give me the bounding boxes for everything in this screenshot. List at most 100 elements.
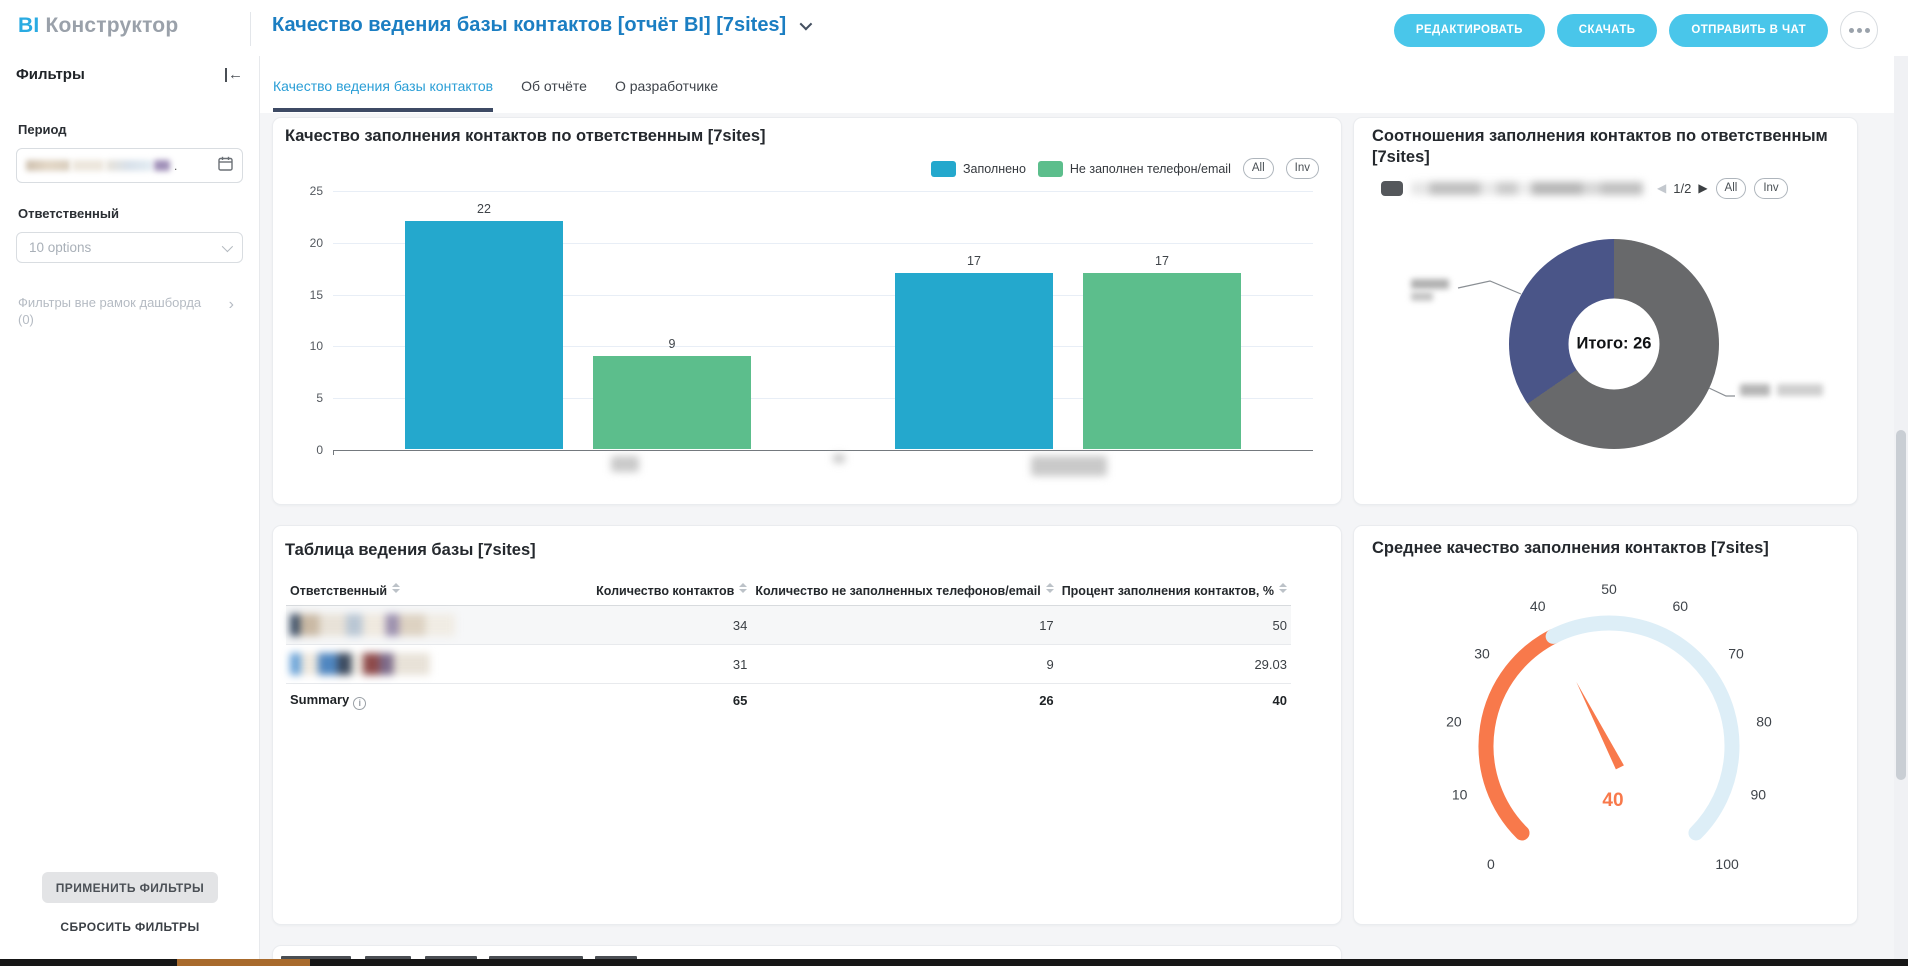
- bar-filled-group2[interactable]: 17: [895, 254, 1053, 449]
- y-tick-label: 5: [316, 391, 323, 406]
- chevron-down-icon: [799, 17, 813, 31]
- outer-filters-link[interactable]: Фильтры вне рамок дашборда (0) ›: [18, 294, 242, 328]
- svg-text:10: 10: [1452, 787, 1468, 803]
- edit-button[interactable]: РЕДАКТИРОВАТЬ: [1393, 13, 1545, 47]
- redacted-slice-label: [1777, 384, 1823, 396]
- svg-text:0: 0: [1487, 856, 1495, 872]
- col-percent[interactable]: Процент заполнения контактов, %: [1057, 576, 1291, 606]
- y-tick-label: 15: [309, 287, 323, 302]
- summary-contacts: 65: [578, 683, 752, 718]
- donut-chart: Итого: 26: [1509, 239, 1719, 449]
- tab-quality[interactable]: Качество ведения базы контактов: [273, 78, 494, 112]
- sort-icon: [739, 583, 748, 593]
- gauge-chart: 0 10 20 30 40 50 60 70 80 90 100 40: [1446, 581, 1772, 872]
- gauge-title: Среднее качество заполнения контактов [7…: [1372, 539, 1769, 557]
- summary-not-filled: 26: [751, 683, 1058, 718]
- svg-text:90: 90: [1751, 787, 1767, 803]
- outer-filters-count: (0): [18, 312, 34, 327]
- svg-text:40: 40: [1530, 598, 1546, 614]
- not-filled-value: 17: [751, 605, 1058, 645]
- dashboard-content: Качество заполнения контактов по ответст…: [260, 113, 1908, 966]
- donut-legend-swatch[interactable]: [1381, 180, 1403, 196]
- more-options-button[interactable]: [1840, 11, 1878, 49]
- report-tabs: Качество ведения базы контактов Об отчёт…: [260, 56, 1908, 113]
- svg-text:100: 100: [1715, 856, 1739, 872]
- svg-text:50: 50: [1601, 581, 1617, 597]
- legend-all-button[interactable]: All: [1242, 158, 1274, 179]
- x-axis-line: [333, 450, 1313, 451]
- percent-value: 50: [1057, 605, 1291, 645]
- calendar-icon[interactable]: [218, 156, 233, 176]
- gauge-card: Среднее качество заполнения контактов [7…: [1353, 525, 1858, 925]
- tab-about-report[interactable]: Об отчёте: [521, 78, 587, 94]
- redacted-slice-label: [1411, 292, 1433, 301]
- col-contacts[interactable]: Количество контактов: [578, 576, 752, 606]
- redacted-period-value: [26, 160, 70, 171]
- table-row: 31 9 29.03: [286, 644, 1291, 684]
- not-filled-value: 9: [751, 644, 1058, 684]
- col-not-filled[interactable]: Количество не заполненных телефонов/emai…: [751, 576, 1058, 606]
- legend-item-not-filled[interactable]: Не заполнен телефон/email: [1037, 160, 1231, 177]
- period-label: Период: [18, 122, 67, 137]
- bar-value-label: 17: [1155, 253, 1169, 268]
- donut-legend: ◀ 1/2 ▶ All Inv: [1381, 177, 1843, 199]
- responsible-label: Ответственный: [18, 206, 119, 221]
- donut-all-button[interactable]: All: [1715, 177, 1747, 199]
- svg-text:20: 20: [1446, 713, 1462, 729]
- bar-not-filled-group2[interactable]: 17: [1083, 254, 1241, 449]
- scrollbar-thumb[interactable]: [1896, 430, 1906, 780]
- responsible-select[interactable]: 10 options: [16, 232, 243, 263]
- tab-about-developer[interactable]: О разработчике: [614, 78, 719, 94]
- y-tick-label: 25: [309, 184, 323, 198]
- redacted-slice-label: [1740, 384, 1770, 396]
- info-icon[interactable]: i: [353, 696, 367, 710]
- redacted-x-label: [611, 456, 639, 472]
- table-title: Таблица ведения базы [7sites]: [285, 541, 536, 559]
- bar-filled-group1[interactable]: 22: [405, 202, 563, 449]
- clipped-title-fragment: [281, 956, 351, 960]
- y-tick-label: 0: [316, 443, 323, 457]
- legend-inv-button[interactable]: Inv: [1285, 158, 1319, 179]
- redacted-name-cell: [286, 644, 579, 684]
- bar-value-label: 17: [967, 253, 981, 268]
- apply-filters-button[interactable]: ПРИМЕНИТЬ ФИЛЬТРЫ: [42, 872, 218, 903]
- svg-text:70: 70: [1728, 646, 1744, 662]
- table-card: Таблица ведения базы [7sites] Ответствен…: [272, 525, 1342, 925]
- y-tick-label: 10: [309, 339, 323, 354]
- legend-item-filled[interactable]: Заполнено: [930, 160, 1026, 177]
- table-header-row: Ответственный Количество контактов Колич…: [286, 576, 1291, 606]
- redacted-slice-label: [1411, 279, 1449, 289]
- period-input[interactable]: .: [16, 148, 243, 183]
- chevron-down-icon: [221, 240, 234, 252]
- col-responsible[interactable]: Ответственный: [286, 576, 579, 606]
- top-bar: BI Конструктор Качество ведения базы кон…: [0, 0, 1908, 56]
- contacts-value: 34: [578, 605, 752, 645]
- data-table: Ответственный Количество контактов Колич…: [286, 576, 1291, 718]
- svg-text:30: 30: [1474, 646, 1490, 662]
- next-page-icon[interactable]: ▶: [1698, 181, 1708, 195]
- filters-title: Фильтры: [16, 66, 85, 83]
- outer-filters-label: Фильтры вне рамок дашборда: [18, 295, 202, 310]
- chevron-right-icon: ›: [228, 296, 234, 313]
- report-title-dropdown[interactable]: Качество ведения базы контактов [отчёт B…: [272, 14, 813, 37]
- sort-icon: [1279, 583, 1287, 593]
- prev-page-icon[interactable]: ◀: [1657, 181, 1667, 195]
- logo-accent: BI: [18, 14, 40, 37]
- contacts-value: 31: [578, 644, 752, 684]
- sort-icon: [392, 583, 401, 593]
- bar-not-filled-group1[interactable]: 9: [593, 337, 751, 449]
- summary-label-cell: Summary i: [286, 683, 579, 718]
- page-title: Качество ведения базы контактов [отчёт B…: [272, 14, 787, 36]
- gauge-value-label: 40: [1602, 790, 1623, 811]
- donut-inv-button[interactable]: Inv: [1754, 177, 1788, 199]
- header-divider: [250, 12, 251, 46]
- y-tick-label: 20: [309, 235, 323, 250]
- reset-filters-button[interactable]: СБРОСИТЬ ФИЛЬТРЫ: [0, 920, 260, 934]
- page-scrollbar: [1894, 56, 1908, 966]
- filters-sidebar: Фильтры ← Период . Ответственный 10 opti…: [0, 56, 260, 966]
- send-to-chat-button[interactable]: ОТПРАВИТЬ В ЧАТ: [1669, 13, 1828, 47]
- download-button[interactable]: СКАЧАТЬ: [1556, 13, 1658, 47]
- donut-chart-card: Соотношения заполнения контактов по отве…: [1353, 117, 1858, 505]
- donut-total-label: Итого: 26: [1576, 334, 1652, 353]
- collapse-sidebar-icon[interactable]: ←: [225, 67, 243, 82]
